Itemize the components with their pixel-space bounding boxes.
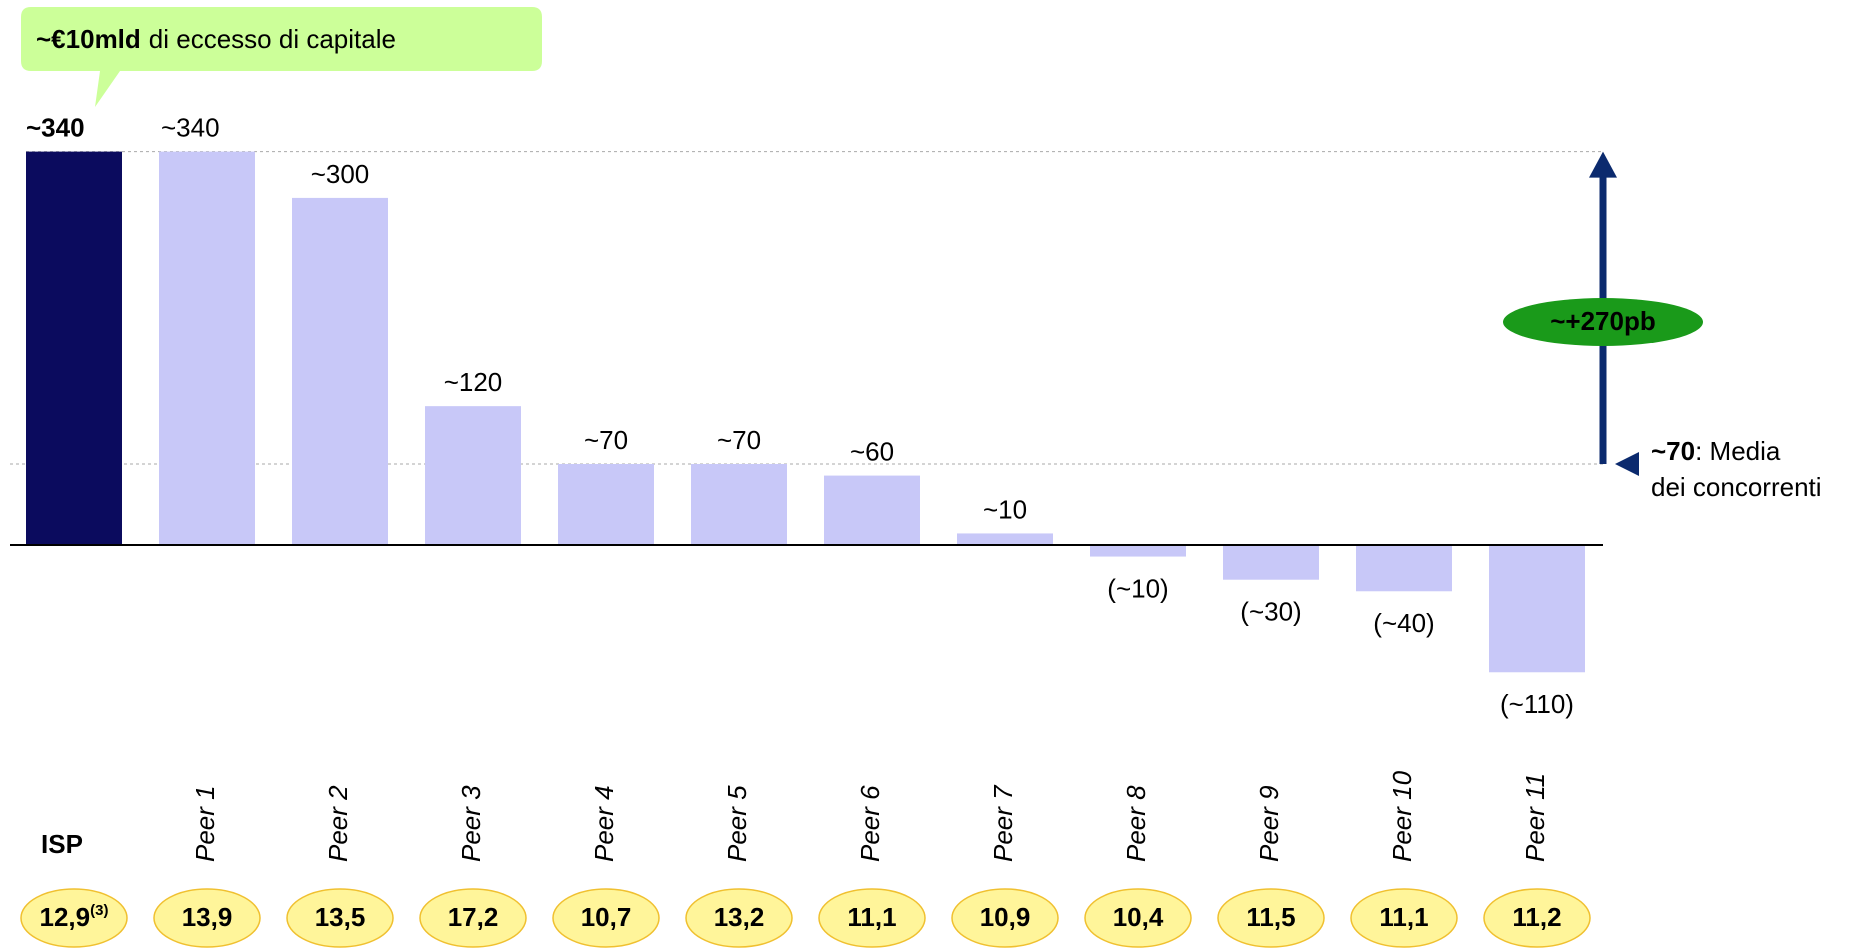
value-label: (~10)	[1107, 573, 1168, 603]
row-value: 11,1	[847, 902, 896, 932]
value-label: ~300	[311, 159, 370, 189]
row-oval	[818, 888, 926, 948]
category-label: Peer 4	[589, 785, 619, 862]
row-value: 11,1	[1379, 902, 1428, 932]
row-oval	[1483, 888, 1591, 948]
bar	[957, 533, 1053, 545]
bar	[691, 464, 787, 545]
bar	[1090, 545, 1186, 557]
row-label: 17,2	[448, 902, 499, 932]
average-label: ~70: Media	[1651, 436, 1781, 466]
callout-bold: ~€10mld	[36, 24, 141, 54]
category-label: Peer 9	[1254, 785, 1284, 862]
average-value: ~70	[1651, 436, 1695, 466]
row-oval	[286, 888, 394, 948]
row-oval	[1217, 888, 1325, 948]
row-value: 13,2	[714, 902, 765, 932]
row-label: 13,2	[714, 902, 765, 932]
row-value: 13,9	[182, 902, 233, 932]
category-label: Peer 1	[190, 785, 220, 862]
bar	[425, 406, 521, 545]
value-label: ~340	[26, 112, 85, 142]
row-label: 13,9	[182, 902, 233, 932]
row-note: (3)	[90, 902, 108, 919]
value-label: ~70	[717, 425, 761, 455]
bar	[1223, 545, 1319, 580]
row-oval	[951, 888, 1059, 948]
row-oval	[153, 888, 261, 948]
row-oval	[419, 888, 527, 948]
bar	[1356, 545, 1452, 592]
row-label: 10,9	[980, 902, 1031, 932]
value-label: ~60	[850, 436, 894, 466]
row-oval	[20, 888, 128, 948]
row-value: 12,9	[40, 902, 91, 932]
callout-box	[21, 7, 542, 107]
row-value: 10,4	[1113, 902, 1164, 932]
value-label: ~70	[584, 425, 628, 455]
gap-arrow-head	[1589, 151, 1617, 178]
row-oval	[552, 888, 660, 948]
bar	[26, 151, 122, 545]
row-value: 13,5	[315, 902, 366, 932]
callout-text: ~€10mld di eccesso di capitale	[36, 24, 396, 54]
category-label: Peer 5	[722, 785, 752, 862]
bar	[159, 151, 255, 545]
bar	[824, 475, 920, 545]
category-label: Peer 2	[323, 785, 353, 862]
value-label: ~120	[444, 367, 503, 397]
row-label: 13,5	[315, 902, 366, 932]
category-label: Peer 8	[1121, 785, 1151, 862]
gap-badge	[1503, 298, 1703, 346]
average-text: dei concorrenti	[1651, 472, 1822, 502]
row-label: 11,5	[1246, 902, 1295, 932]
category-label: Peer 10	[1387, 770, 1417, 862]
row-label: 11,1	[847, 902, 896, 932]
row-value: 10,7	[581, 902, 632, 932]
bar	[558, 464, 654, 545]
row-oval	[1084, 888, 1192, 948]
row-oval	[1350, 888, 1458, 948]
row-value: 10,9	[980, 902, 1031, 932]
value-label: (~30)	[1240, 597, 1301, 627]
row-label: 10,4	[1113, 902, 1164, 932]
row-label: 11,2	[1512, 902, 1561, 932]
average-marker	[1615, 452, 1639, 477]
value-label: (~110)	[1500, 689, 1574, 719]
row-value: 17,2	[448, 902, 499, 932]
value-label: ~340	[161, 112, 220, 142]
category-label: ISP	[41, 829, 83, 859]
category-label: Peer 7	[988, 784, 1018, 862]
callout: ~€10mld di eccesso di capitale	[21, 7, 542, 107]
category-label: Peer 3	[456, 785, 486, 862]
row-value: 11,2	[1512, 902, 1561, 932]
category-label: Peer 11	[1520, 773, 1550, 862]
bar	[1489, 545, 1585, 673]
bar	[292, 197, 388, 545]
category-label: Peer 6	[855, 785, 885, 862]
value-label: (~40)	[1373, 608, 1434, 638]
row-value: 11,5	[1246, 902, 1295, 932]
row-oval	[685, 888, 793, 948]
callout-rest: di eccesso di capitale	[149, 24, 396, 54]
row-label: 10,7	[581, 902, 632, 932]
row-label: 11,1	[1379, 902, 1428, 932]
average-text: : Media	[1695, 436, 1781, 466]
value-label: ~10	[983, 494, 1027, 524]
gap-label: ~+270pb	[1550, 306, 1656, 336]
row-label: 12,9(3)	[40, 902, 109, 932]
